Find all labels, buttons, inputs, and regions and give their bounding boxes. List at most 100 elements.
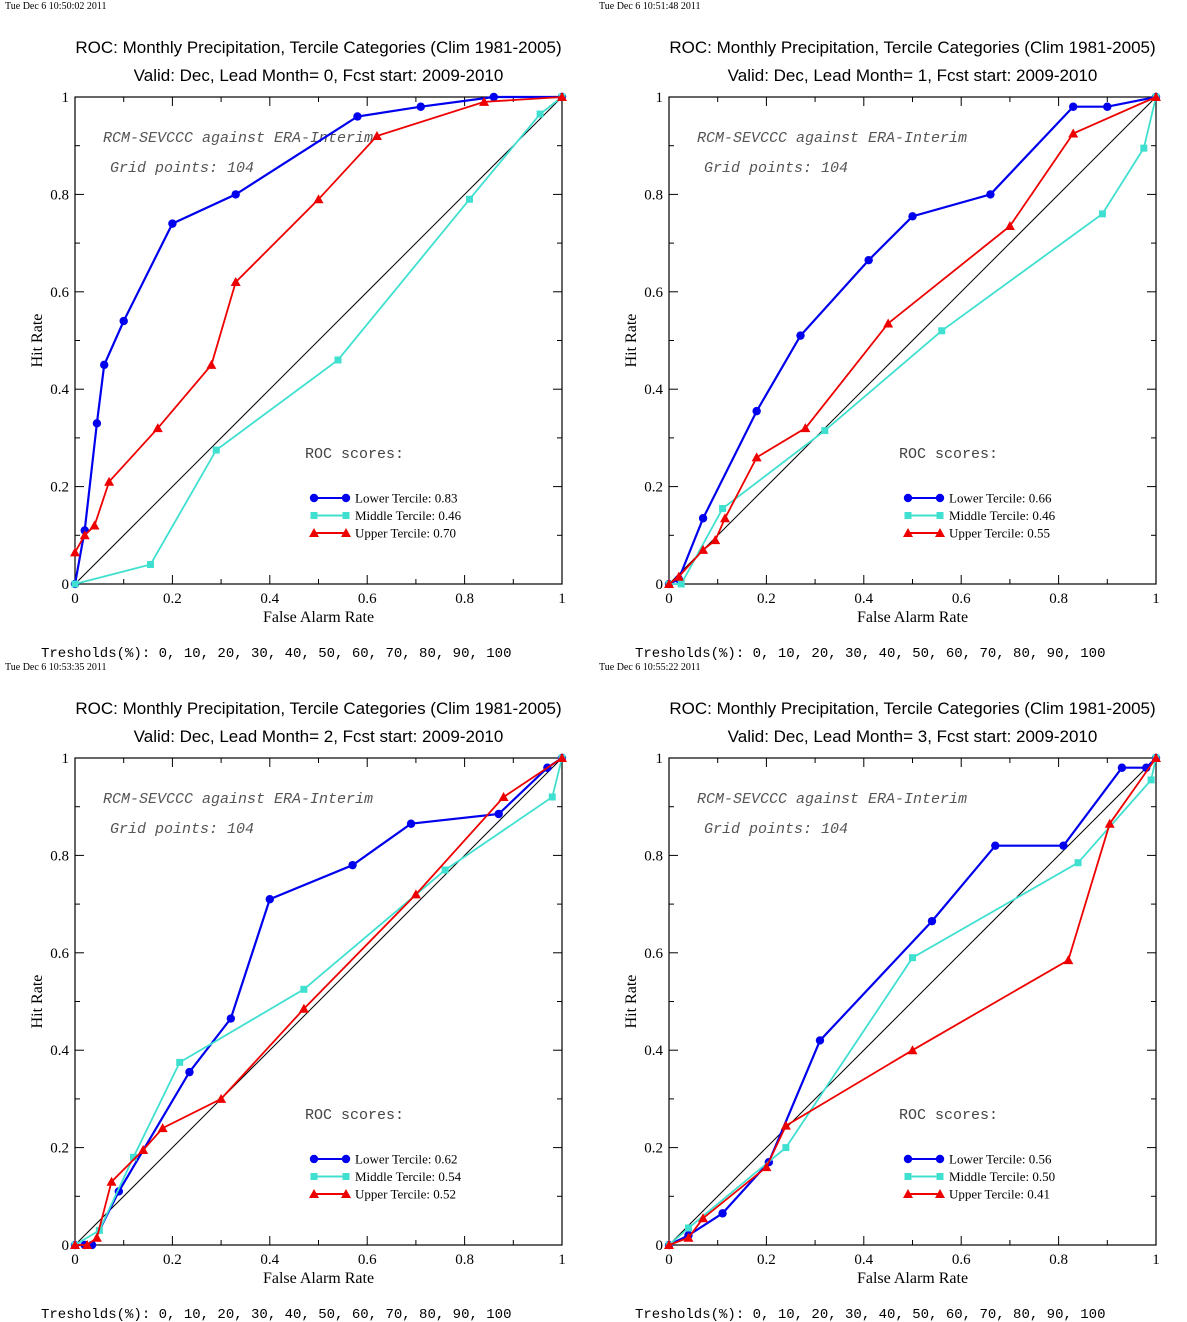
data-point-2 (907, 1045, 918, 1055)
data-point-2 (683, 1232, 694, 1242)
data-point-2 (751, 452, 762, 462)
y-tick-label: 0.4 (644, 1043, 663, 1059)
legend-marker-0 (935, 1154, 945, 1164)
roc-scores-title: ROC scores: (899, 1107, 998, 1124)
y-tick-label: 0.8 (50, 848, 69, 864)
x-tick-label: 0.2 (757, 1252, 776, 1268)
data-point-1 (909, 954, 916, 962)
chart-subtitle: Valid: Dec, Lead Month= 3, Fcst start: 2… (728, 727, 1098, 746)
data-point-0 (353, 112, 362, 121)
roc-panel-2: Tue Dec 6 10:53:35 2011 ROC: Monthly Prec… (5, 662, 567, 1322)
x-tick-label: 0.2 (163, 1252, 182, 1268)
data-point-1 (1098, 210, 1106, 218)
y-tick-label: 0.8 (50, 187, 69, 203)
data-point-2 (780, 1120, 791, 1130)
legend-marker-1 (310, 512, 318, 519)
data-point-2 (698, 1213, 709, 1223)
data-point-1 (536, 110, 544, 118)
data-point-1 (684, 1224, 692, 1232)
legend-score: 0.41 (1027, 1187, 1050, 1202)
data-point-0 (348, 860, 357, 870)
chart-title: ROC: Monthly Precipitation, Tercile Cate… (75, 699, 561, 718)
roc-panel-1: Tue Dec 6 10:51:48 2011 ROC: Monthly Prec… (599, 1, 1161, 662)
legend-marker-2 (903, 528, 913, 537)
roc-panel-3: Tue Dec 6 10:55:22 2011 ROC: Monthly Prec… (599, 662, 1161, 1322)
x-tick-label: 0.6 (952, 591, 971, 607)
x-tick-label: 0.4 (854, 1252, 873, 1268)
no-skill-diagonal (668, 96, 1157, 585)
legend-marker-2 (309, 1189, 319, 1198)
legend-marker-2 (935, 528, 945, 537)
legend-entry-1: Middle Tercile: 0.46 (355, 508, 462, 523)
thresholds-text: Tresholds(%): 0, 10, 20, 30, 40, 50, 60,… (635, 1307, 1105, 1322)
y-tick-label: 0.4 (50, 382, 69, 398)
y-tick-label: 0.2 (50, 480, 69, 496)
data-point-1 (782, 1144, 790, 1152)
x-tick-label: 0.6 (952, 1252, 971, 1268)
data-point-0 (1103, 102, 1112, 111)
data-point-2 (1151, 753, 1161, 762)
x-tick-label: 0 (665, 591, 673, 607)
data-point-0 (698, 514, 708, 523)
data-point-1 (548, 793, 556, 801)
legend-score: 0.50 (1032, 1169, 1055, 1184)
legend-score: 0.54 (438, 1169, 461, 1184)
legend-colon: : (431, 1169, 438, 1184)
legend-series-name: Upper Tercile (949, 526, 1021, 541)
legend-entry-1: Middle Tercile: 0.50 (949, 1169, 1055, 1184)
legend-colon: : (1020, 526, 1027, 541)
legend-marker-1 (936, 1173, 944, 1180)
data-point-2 (89, 520, 100, 530)
x-tick-label: 0.6 (358, 1252, 377, 1268)
y-tick-label: 1 (656, 751, 664, 767)
data-point-2 (498, 791, 509, 801)
data-point-0 (494, 809, 503, 819)
legend-score: 0.62 (435, 1152, 458, 1167)
y-tick-label: 0.2 (644, 1141, 663, 1157)
data-point-0 (718, 1209, 727, 1218)
legend-marker-1 (904, 1173, 912, 1180)
data-point-2 (720, 513, 731, 523)
legend-marker-1 (342, 512, 350, 519)
chart-subtitle: Valid: Dec, Lead Month= 0, Fcst start: 2… (134, 66, 504, 85)
chart-subtitle: Valid: Dec, Lead Month= 2, Fcst start: 2… (134, 727, 504, 746)
chart-title: ROC: Monthly Precipitation, Tercile Cate… (75, 38, 561, 57)
data-point-2 (557, 92, 567, 101)
legend-entry-1: Middle Tercile: 0.54 (355, 1169, 462, 1184)
legend-marker-1 (936, 512, 944, 519)
y-tick-label: 0.6 (50, 285, 69, 301)
data-point-2 (82, 1240, 93, 1249)
model-annotation: RCM-SEVCCC against ERA-Interim (697, 130, 967, 147)
legend-series-name: Middle Tercile (355, 508, 432, 523)
data-point-2 (1068, 128, 1079, 138)
no-skill-diagonal (74, 96, 563, 585)
data-point-0 (752, 406, 761, 416)
legend-colon: : (428, 1152, 435, 1167)
legend-series-name: Lower Tercile (949, 1152, 1022, 1167)
y-tick-label: 0.2 (644, 480, 663, 496)
x-tick-label: 0.8 (455, 591, 474, 607)
legend-marker-0 (935, 493, 945, 503)
data-point-0 (986, 190, 995, 199)
data-point-1 (821, 427, 829, 435)
legend-entry-2: Upper Tercile: 0.55 (949, 526, 1050, 541)
x-tick-label: 0.8 (1049, 591, 1068, 607)
y-tick-label: 0 (656, 1238, 664, 1254)
data-point-2 (138, 1145, 149, 1155)
data-point-0 (864, 255, 873, 265)
legend-series-name: Upper Tercile (355, 526, 427, 541)
grid-points-annotation: Grid points: 104 (110, 821, 254, 838)
legend-score: 0.66 (1029, 491, 1052, 506)
data-point-2 (557, 753, 567, 762)
legend-colon: : (1022, 491, 1029, 506)
grid-points-annotation: Grid points: 104 (704, 821, 848, 838)
model-annotation: RCM-SEVCCC against ERA-Interim (103, 791, 373, 808)
x-tick-label: 0.2 (163, 591, 182, 607)
timestamp: Tue Dec 6 10:55:22 2011 (599, 662, 700, 673)
timestamp: Tue Dec 6 10:51:48 2011 (599, 1, 700, 12)
x-axis-label: False Alarm Rate (263, 609, 374, 626)
legend-series-name: Upper Tercile (355, 1187, 427, 1202)
legend-series-name: Middle Tercile (949, 1169, 1026, 1184)
